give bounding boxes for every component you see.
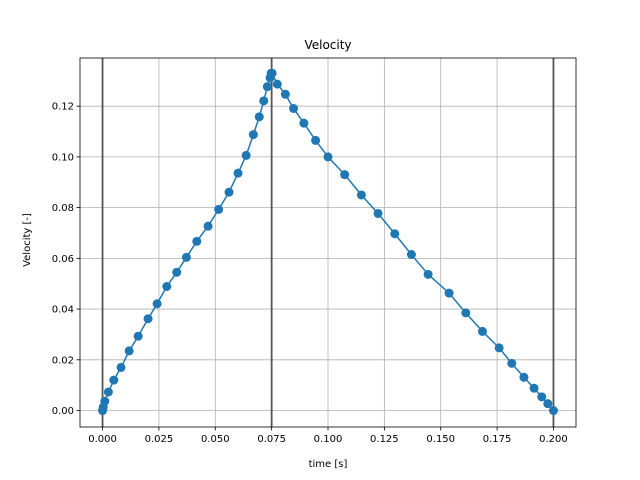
y-tick-label: 0.10 <box>52 152 74 163</box>
data-point <box>280 89 290 99</box>
data-point <box>162 282 172 292</box>
data-point <box>267 68 277 78</box>
y-tick-label: 0.12 <box>52 102 74 113</box>
data-point <box>323 152 333 162</box>
y-tick-label: 0.00 <box>52 406 74 417</box>
x-tick-label: 0.000 <box>88 434 117 445</box>
data-point <box>259 96 269 106</box>
data-point <box>233 168 243 178</box>
data-point <box>519 372 529 382</box>
y-axis-ticks: 0.00 0.02 0.04 0.06 0.08 0.10 0.12 <box>52 102 80 417</box>
data-point <box>272 79 282 89</box>
data-point <box>373 208 383 218</box>
data-point <box>248 130 258 140</box>
data-point <box>289 103 299 113</box>
data-point <box>423 269 433 279</box>
data-point <box>116 362 126 372</box>
data-point <box>444 288 454 298</box>
data-point <box>311 135 321 145</box>
grid <box>80 58 576 427</box>
data-point <box>224 187 234 197</box>
data-point <box>262 82 272 92</box>
x-tick-label: 0.200 <box>539 434 568 445</box>
x-tick-label: 0.075 <box>257 434 286 445</box>
series-layer <box>98 68 558 416</box>
data-point <box>172 267 182 277</box>
data-point <box>461 308 471 318</box>
data-point <box>103 387 113 397</box>
x-tick-label: 0.125 <box>370 434 399 445</box>
data-point <box>406 250 416 260</box>
data-point <box>214 204 224 214</box>
data-point <box>507 358 517 368</box>
data-point <box>537 392 547 402</box>
y-tick-label: 0.02 <box>52 355 74 366</box>
x-tick-label: 0.150 <box>426 434 455 445</box>
x-axis-ticks: 0.000 0.025 0.050 0.075 0.100 0.125 0.150 0.175… <box>88 427 568 445</box>
data-point <box>548 406 558 416</box>
data-point <box>192 236 202 246</box>
vertical-markers <box>101 58 555 427</box>
chart-title: Velocity <box>304 38 351 52</box>
data-point <box>241 150 251 160</box>
data-point <box>254 112 264 122</box>
data-point <box>203 221 213 231</box>
data-point <box>181 252 191 262</box>
data-point <box>356 190 366 200</box>
x-tick-label: 0.050 <box>201 434 230 445</box>
x-tick-label: 0.100 <box>314 434 343 445</box>
data-point <box>477 326 487 336</box>
data-point <box>152 299 162 309</box>
data-point <box>390 229 400 239</box>
data-point <box>340 170 350 180</box>
x-tick-label: 0.175 <box>483 434 512 445</box>
data-point <box>143 314 153 324</box>
data-point <box>299 118 309 128</box>
x-axis-label: time [s] <box>309 459 348 470</box>
data-point <box>543 399 553 409</box>
y-tick-label: 0.04 <box>52 305 74 316</box>
data-point <box>529 383 539 393</box>
data-point <box>124 346 134 356</box>
y-tick-label: 0.06 <box>52 254 74 265</box>
x-tick-label: 0.025 <box>145 434 174 445</box>
data-point <box>109 375 119 385</box>
data-point <box>133 331 143 341</box>
y-axis-label: Velocity [-] <box>22 213 33 267</box>
y-tick-label: 0.08 <box>52 203 74 214</box>
data-point <box>100 396 110 406</box>
data-point <box>494 343 504 353</box>
